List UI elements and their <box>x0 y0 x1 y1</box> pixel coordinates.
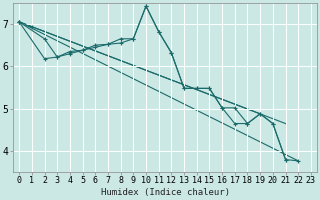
X-axis label: Humidex (Indice chaleur): Humidex (Indice chaleur) <box>100 188 229 197</box>
